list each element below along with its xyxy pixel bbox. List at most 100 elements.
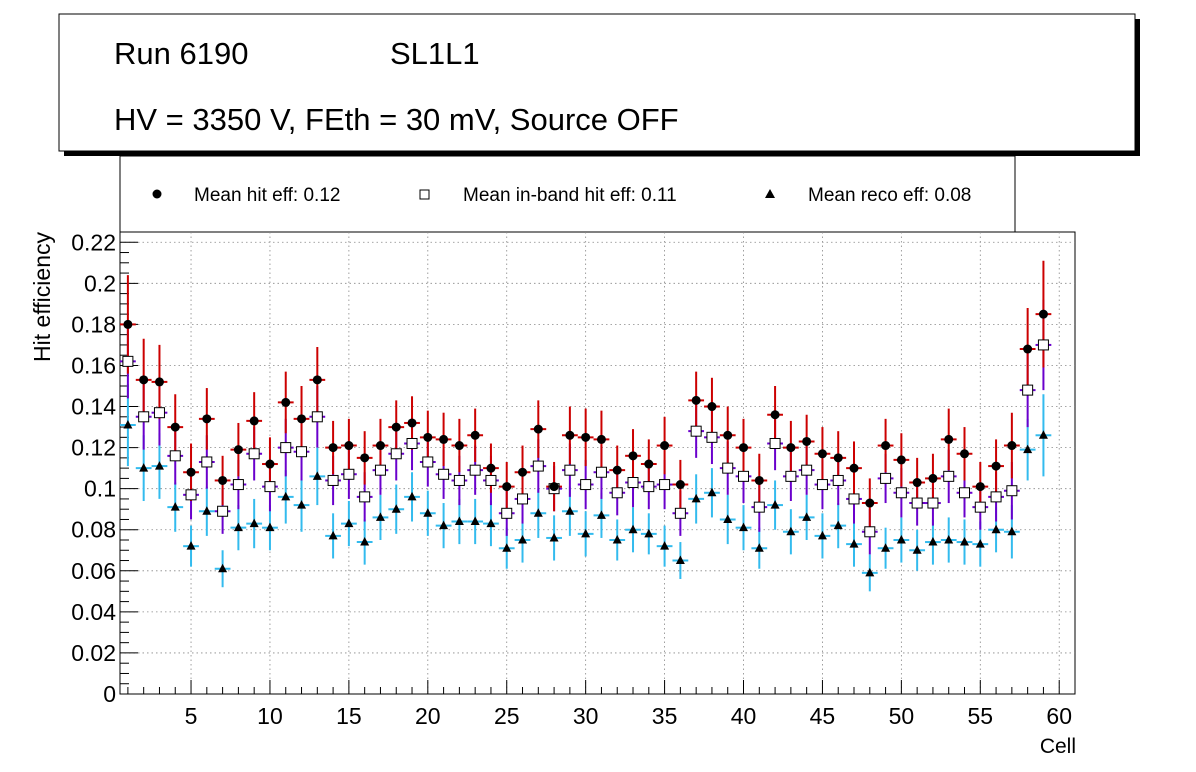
inband-eff-point: [264, 481, 276, 493]
hit-eff-point: [691, 395, 701, 405]
hit-eff-point: [454, 441, 464, 451]
hit-eff-point: [754, 475, 764, 485]
axes: 5 10 15 20 25 30 35 40 45 50 55 60 0 0.02 0.04 0.06 0.08…: [71, 229, 1072, 729]
inband-eff-point: [580, 479, 592, 491]
inband-eff-point: [280, 442, 292, 454]
reco-eff-point: [565, 506, 575, 515]
y-tick-label: 0.12: [71, 435, 116, 461]
reco-eff-point: [439, 520, 449, 530]
reco-eff-point: [486, 518, 496, 528]
inband-eff-point: [595, 466, 607, 478]
hit-eff-point: [612, 465, 622, 475]
hit-eff-point: [1007, 441, 1017, 451]
plot-frame: [119, 231, 1076, 695]
hit-eff-point: [628, 451, 638, 461]
hit-eff-point: [502, 482, 512, 492]
reco-eff-point: [265, 522, 275, 532]
y-tick-label: 0.02: [71, 640, 116, 666]
inband-eff-point: [611, 487, 623, 499]
reco-eff-point: [865, 567, 875, 577]
hit-eff-point: [470, 430, 480, 440]
hit-eff-point: [123, 319, 133, 329]
x-tick-label: 15: [336, 703, 362, 729]
inband-eff-point: [248, 448, 260, 460]
reco-eff-point: [1023, 444, 1033, 454]
reco-eff-point: [360, 537, 370, 546]
hit-eff-point: [423, 432, 433, 442]
hit-eff-point: [660, 441, 670, 451]
layer-label: SL1L1: [390, 36, 480, 71]
hit-eff-point: [265, 459, 275, 469]
hit-eff-point: [960, 449, 970, 459]
hit-eff-point: [849, 463, 859, 473]
inband-eff-point: [643, 481, 655, 493]
reco-eff-point: [596, 510, 606, 519]
reco-eff-point: [423, 508, 433, 517]
reco-eff-point: [454, 516, 464, 526]
hit-eff-point: [518, 467, 528, 477]
hit-eff-point: [549, 482, 559, 492]
hit-eff-point: [375, 441, 385, 451]
hit-eff-point: [249, 416, 259, 426]
hit-eff-point: [644, 459, 654, 469]
y-tick-label: 0.1: [84, 476, 116, 502]
inband-eff-point: [769, 437, 781, 449]
reco-eff-point: [770, 500, 780, 509]
legend-reco-label: Mean reco eff: 0.08: [808, 185, 971, 206]
legend-hit-marker: [152, 189, 162, 199]
reco-eff-point: [249, 518, 259, 528]
inband-eff-point: [485, 474, 497, 486]
hit-eff-point: [186, 467, 196, 477]
reco-eff-point: [391, 504, 401, 513]
legend-reco-marker: [765, 189, 775, 198]
inband-eff-point: [1006, 485, 1018, 497]
y-tick-label: 0.08: [71, 517, 116, 543]
reco-eff-point: [691, 493, 701, 503]
y-tick-label: 0: [103, 681, 116, 707]
reco-eff-point: [1007, 526, 1017, 536]
inband-eff-point: [169, 450, 181, 462]
reco-eff-point: [707, 487, 717, 497]
y-tick-label: 0.14: [71, 394, 116, 420]
hit-eff-point: [407, 418, 417, 428]
inband-eff-point: [943, 470, 955, 482]
hit-eff-point: [881, 441, 891, 451]
inband-eff-point: [296, 446, 308, 458]
hit-eff-point: [565, 430, 575, 440]
hit-eff-point: [218, 475, 228, 485]
reco-eff-point: [502, 543, 512, 552]
inband-eff-point: [532, 460, 544, 472]
hit-eff-point: [912, 478, 922, 488]
inband-eff-point: [217, 505, 229, 517]
reco-eff-point: [991, 524, 1001, 534]
x-tick-label: 30: [573, 703, 599, 729]
inband-eff-point: [659, 479, 671, 491]
reco-eff-point: [202, 506, 212, 515]
hit-eff-point: [328, 443, 338, 453]
hit-eff-point: [281, 397, 291, 407]
reco-eff-point: [407, 491, 417, 501]
x-tick-label: 40: [731, 703, 757, 729]
y-tick-label: 0.16: [71, 352, 116, 378]
inband-eff-point: [122, 355, 134, 367]
hit-eff-point: [707, 402, 717, 412]
x-tick-label: 55: [967, 703, 993, 729]
inband-eff-point: [690, 425, 702, 437]
inband-eff-point: [453, 474, 465, 486]
hit-eff-point: [786, 443, 796, 453]
inband-eff-point: [706, 431, 718, 443]
inband-eff-point: [390, 448, 402, 460]
hit-eff-point: [533, 424, 543, 434]
hit-eff-point: [439, 434, 449, 444]
reco-eff-point: [233, 522, 243, 532]
inband-eff-point: [469, 464, 481, 476]
reco-eff-point: [723, 514, 733, 523]
reco-eff-point: [581, 528, 591, 538]
inband-eff-point: [801, 464, 813, 476]
legend-hit-label: Mean hit eff: 0.12: [194, 185, 340, 206]
inband-eff-point: [374, 464, 386, 476]
hit-eff-point: [233, 445, 243, 455]
hit-eff-point: [154, 377, 164, 387]
reco-eff-point: [660, 541, 670, 550]
x-axis-label: Cell: [1040, 735, 1076, 758]
